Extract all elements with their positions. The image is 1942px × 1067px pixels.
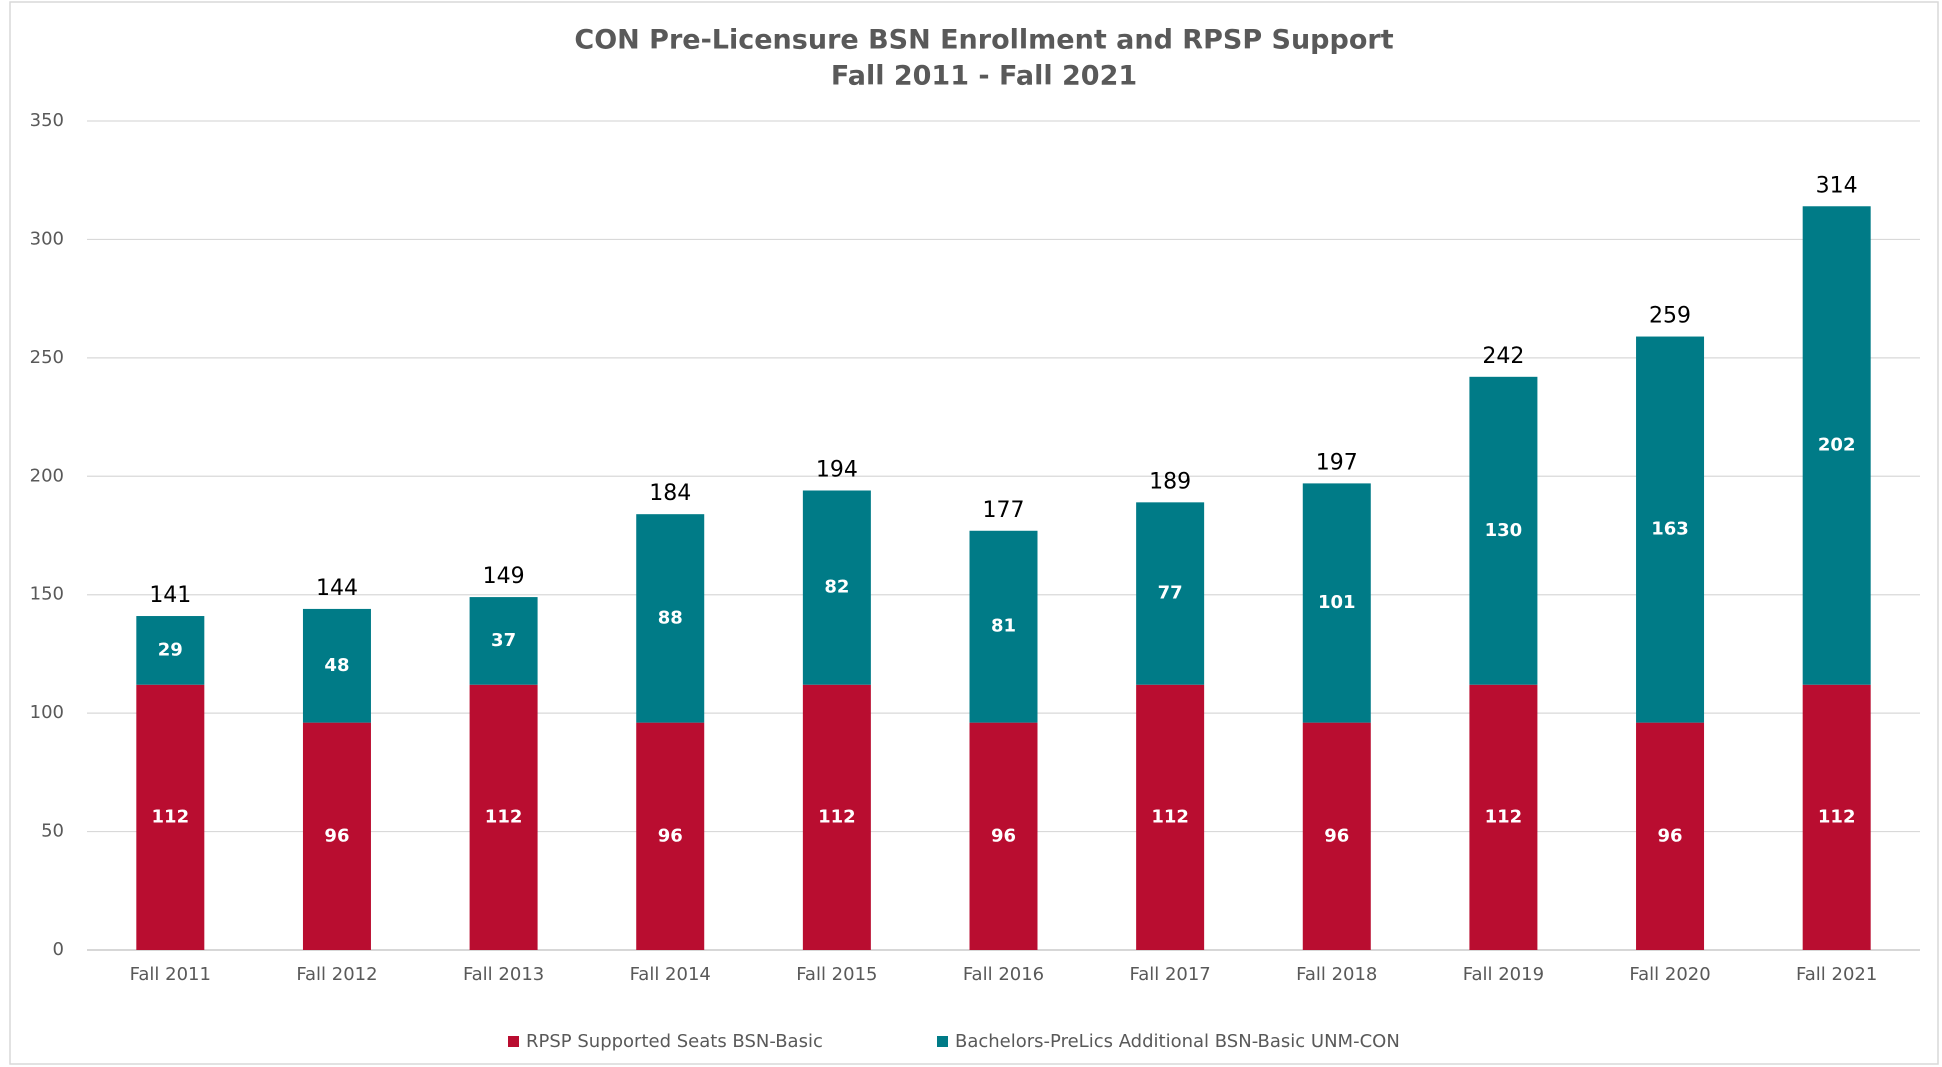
y-tick-label: 50	[41, 821, 64, 842]
data-label: 112	[1151, 806, 1189, 827]
total-label: 259	[1649, 304, 1691, 329]
bar-segment	[802, 490, 871, 685]
bar-segment	[636, 722, 705, 950]
data-label: 112	[152, 806, 190, 827]
bar-segment	[302, 722, 371, 950]
bar-segment	[1302, 722, 1371, 950]
data-label: 112	[1485, 806, 1523, 827]
bar-segment	[1136, 502, 1205, 685]
bar-segment	[1469, 376, 1538, 685]
data-label: 112	[1818, 806, 1856, 827]
bar-segment	[1636, 722, 1705, 950]
data-label: 96	[1658, 825, 1683, 846]
bar-segment	[1802, 206, 1871, 685]
legend-label: RPSP Supported Seats BSN-Basic	[526, 1031, 823, 1052]
bar-segment	[1469, 684, 1538, 950]
bar-segment	[469, 597, 538, 685]
total-label: 141	[149, 583, 191, 608]
y-tick-label: 200	[30, 465, 64, 486]
y-tick-label: 300	[30, 228, 64, 249]
bar-segment	[302, 608, 371, 723]
x-tick-label: Fall 2015	[796, 964, 877, 985]
data-label: 96	[1324, 825, 1349, 846]
x-tick-label: Fall 2013	[463, 964, 544, 985]
y-tick-label: 250	[30, 347, 64, 368]
bar-segment	[1136, 684, 1205, 950]
x-tick-label: Fall 2018	[1296, 964, 1377, 985]
chart-subtitle: Fall 2011 - Fall 2021	[831, 61, 1137, 92]
legend-swatch	[937, 1036, 948, 1047]
data-label: 202	[1818, 434, 1856, 455]
bar-segment	[1302, 483, 1371, 723]
bar-segment	[636, 514, 705, 723]
bar-segment	[136, 616, 205, 685]
total-label: 149	[483, 564, 525, 589]
x-tick-label: Fall 2021	[1796, 964, 1877, 985]
total-label: 144	[316, 576, 358, 601]
total-label: 314	[1816, 173, 1858, 198]
data-label: 81	[991, 616, 1016, 637]
total-label: 242	[1482, 344, 1524, 369]
total-label: 194	[816, 457, 858, 482]
x-tick-label: Fall 2016	[963, 964, 1044, 985]
legend-label: Bachelors-PreLics Additional BSN-Basic U…	[955, 1031, 1400, 1052]
chart-title: CON Pre-Licensure BSN Enrollment and RPS…	[574, 25, 1393, 56]
data-label: 48	[324, 655, 349, 676]
data-label: 96	[658, 825, 683, 846]
bar-segment	[969, 722, 1038, 950]
data-label: 88	[658, 607, 683, 628]
total-label: 177	[983, 498, 1025, 523]
data-label: 37	[491, 630, 516, 651]
data-label: 77	[1158, 583, 1183, 604]
total-label: 189	[1149, 469, 1191, 494]
total-label: 197	[1316, 450, 1358, 475]
data-label: 101	[1318, 592, 1356, 613]
data-label: 96	[324, 825, 349, 846]
data-label: 29	[158, 639, 183, 660]
data-label: 163	[1651, 519, 1689, 540]
y-tick-label: 100	[30, 702, 64, 723]
bar-segment	[1636, 336, 1705, 723]
bar-segment	[802, 684, 871, 950]
total-label: 184	[649, 481, 691, 506]
legend-swatch	[508, 1036, 519, 1047]
x-tick-label: Fall 2011	[130, 964, 211, 985]
bar-segment	[136, 684, 205, 950]
data-label: 112	[818, 806, 856, 827]
x-tick-label: Fall 2014	[630, 964, 711, 985]
bar-segment	[1802, 684, 1871, 950]
x-tick-label: Fall 2019	[1463, 964, 1544, 985]
y-tick-label: 350	[30, 110, 64, 131]
x-tick-label: Fall 2020	[1629, 964, 1710, 985]
x-tick-label: Fall 2012	[296, 964, 377, 985]
y-tick-label: 150	[30, 584, 64, 605]
data-label: 96	[991, 825, 1016, 846]
y-tick-label: 0	[53, 939, 64, 960]
bar-segment	[469, 684, 538, 950]
bar-segment	[969, 530, 1038, 723]
data-label: 130	[1485, 520, 1523, 541]
data-label: 112	[485, 806, 523, 827]
data-label: 82	[824, 577, 849, 598]
x-tick-label: Fall 2017	[1130, 964, 1211, 985]
